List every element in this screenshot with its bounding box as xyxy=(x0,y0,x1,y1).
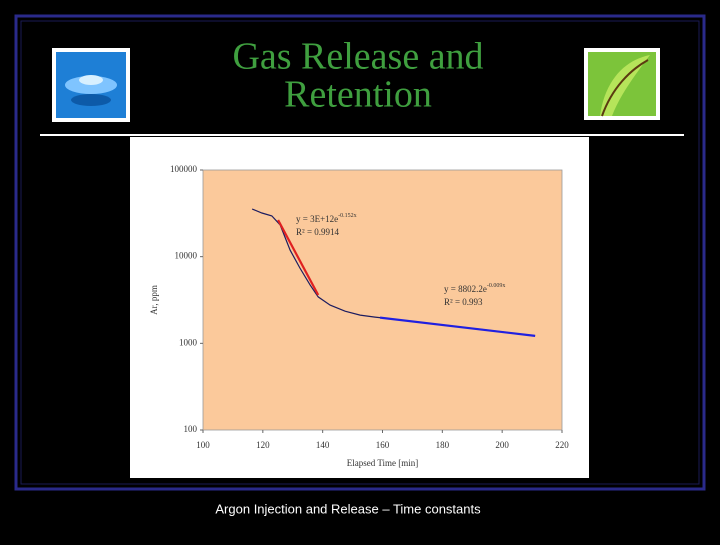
x-tick-label: 100 xyxy=(196,440,210,450)
equation-exponent: -0.152x xyxy=(338,213,357,219)
x-tick-label: 120 xyxy=(256,440,270,450)
chart: 100 1000 10000 100000 100 120 140 160 180 200 220 E… xyxy=(149,164,569,468)
x-axis-label: Elapsed Time [min] xyxy=(347,458,419,468)
x-tick-label: 200 xyxy=(495,440,509,450)
x-tick-label: 220 xyxy=(555,440,569,450)
plot-area xyxy=(202,169,563,431)
right-icon xyxy=(584,48,660,120)
x-tick-label: 140 xyxy=(316,440,330,450)
frame-inner xyxy=(20,20,700,485)
frame xyxy=(14,14,706,491)
equation: y = 3E+12e-0.152x xyxy=(296,213,357,224)
y-tick-label: 1000 xyxy=(179,337,198,347)
x-tick-label: 160 xyxy=(376,440,390,450)
equation-base: y = 8802.2e xyxy=(444,284,487,294)
slide-title: Gas Release and xyxy=(232,36,483,78)
r-squared: R² = 0.993 xyxy=(444,297,483,307)
equation-exponent: -0.009x xyxy=(487,283,506,289)
y-tick-label: 100 xyxy=(184,424,198,434)
y-tick-label: 100000 xyxy=(170,164,198,174)
caption: Argon Injection and Release – Time const… xyxy=(215,501,481,516)
series-line xyxy=(379,316,536,337)
r-squared: R² = 0.9914 xyxy=(296,227,340,237)
y-tick-label: 10000 xyxy=(175,251,198,261)
equation: y = 8802.2e-0.009x xyxy=(444,283,505,294)
y-axis-label: Ar, ppm xyxy=(149,285,159,315)
series-line xyxy=(277,219,320,296)
left-icon xyxy=(52,48,130,122)
slide-title: Retention xyxy=(284,74,432,116)
x-tick-label: 180 xyxy=(436,440,450,450)
equation-base: y = 3E+12e xyxy=(296,214,338,224)
